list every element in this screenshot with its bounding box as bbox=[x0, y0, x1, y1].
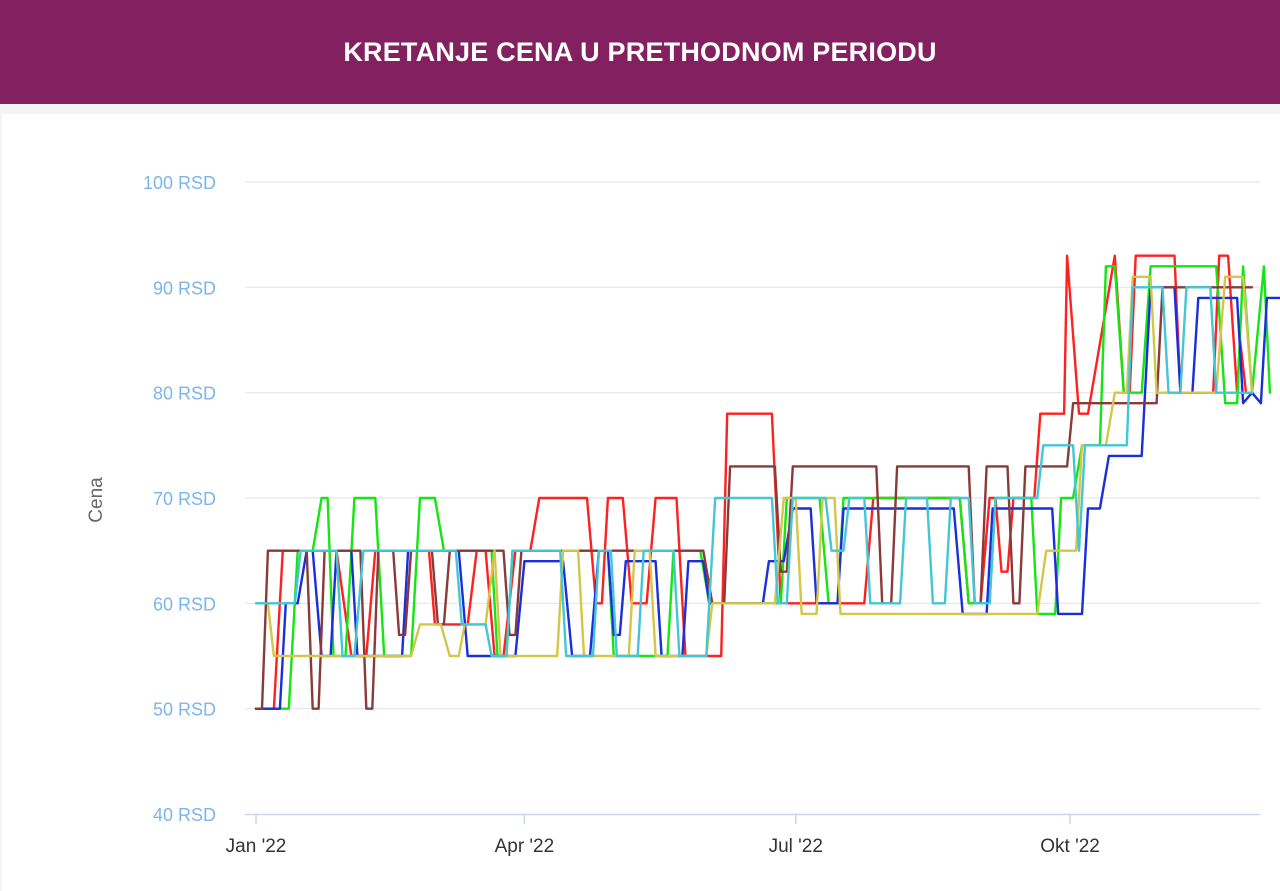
series-line-1[interactable] bbox=[254, 254, 1254, 710]
series-line-4[interactable] bbox=[254, 286, 1254, 710]
price-history-chart: 100 RSD 90 RSD 80 RSD 70 RSD 60 RSD 50 RSD 40 … bbox=[86, 173, 1280, 857]
y-tick-label: 60 RSD bbox=[153, 594, 216, 614]
chart-header: KRETANJE CENA U PRETHODNOM PERIODU bbox=[0, 0, 1280, 104]
series-group bbox=[254, 254, 1280, 710]
series-line-6[interactable] bbox=[254, 286, 1254, 658]
y-tick-label: 80 RSD bbox=[153, 384, 216, 404]
y-tick-label: 90 RSD bbox=[153, 278, 216, 298]
x-tick-label: Okt '22 bbox=[1040, 836, 1100, 857]
series-line-5[interactable] bbox=[254, 275, 1254, 658]
y-tick-label: 50 RSD bbox=[153, 700, 216, 720]
x-tick-label: Apr '22 bbox=[495, 836, 555, 857]
chart-title: KRETANJE CENA U PRETHODNOM PERIODU bbox=[343, 36, 937, 67]
chart-panel: 100 RSD 90 RSD 80 RSD 70 RSD 60 RSD 50 RSD 40 … bbox=[2, 114, 1280, 891]
y-tick-label: 40 RSD bbox=[153, 805, 216, 825]
x-axis: Jan '22 Apr '22 Jul '22 Okt '22 bbox=[226, 813, 1260, 857]
y-tick-label: 100 RSD bbox=[143, 173, 216, 193]
x-tick-label: Jan '22 bbox=[226, 836, 287, 857]
y-axis: 100 RSD 90 RSD 80 RSD 70 RSD 60 RSD 50 RSD 40 … bbox=[143, 173, 216, 825]
y-axis-title: Cena bbox=[86, 477, 107, 523]
x-tick-label: Jul '22 bbox=[769, 836, 823, 857]
y-tick-label: 70 RSD bbox=[153, 489, 216, 509]
series-line-2[interactable] bbox=[254, 265, 1272, 710]
